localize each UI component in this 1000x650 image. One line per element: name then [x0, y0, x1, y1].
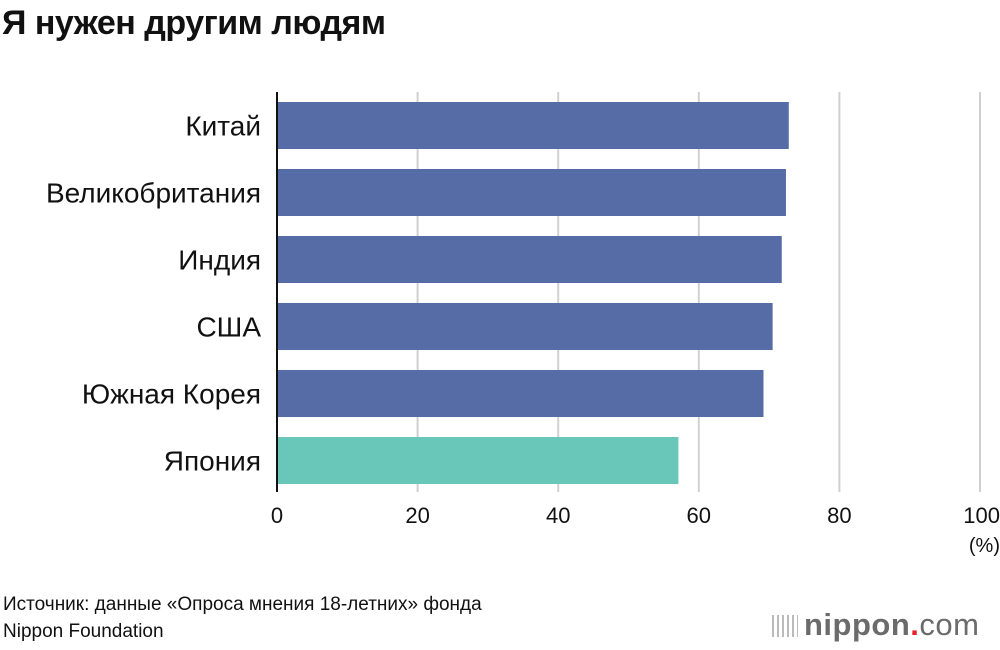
x-tick-label: 0 [271, 503, 283, 528]
x-tick-label: 80 [827, 503, 851, 528]
logo-bars-icon [772, 615, 798, 637]
bar [277, 303, 773, 350]
logo-main: nippon [804, 607, 911, 642]
bar [277, 102, 789, 149]
x-tick-label: 60 [687, 503, 711, 528]
x-tick-label: 20 [405, 503, 429, 528]
x-axis-label: (%) [969, 535, 1000, 557]
category-label: Великобритания [46, 178, 261, 209]
logo-suffix: com [919, 607, 980, 642]
x-tick-label: 100 [963, 503, 1000, 528]
nippon-logo: nippon.com [772, 607, 980, 643]
category-label: Южная Корея [82, 379, 261, 410]
category-label: США [196, 312, 261, 343]
source-line-2: Nippon Foundation [3, 621, 164, 642]
x-tick-label: 40 [546, 503, 570, 528]
logo-dot: . [910, 607, 920, 642]
bar [277, 370, 764, 417]
category-label: Китай [185, 111, 261, 142]
bar [277, 169, 786, 216]
source-note: Источник: данные «Опроса мнения 18-летни… [3, 591, 482, 645]
bar [277, 236, 782, 283]
source-line-1: Источник: данные «Опроса мнения 18-летни… [3, 594, 482, 615]
category-label: Индия [178, 245, 261, 276]
chart-title: Я нужен другим людям [2, 4, 386, 42]
category-label: Япония [164, 446, 261, 477]
bar [277, 437, 679, 484]
